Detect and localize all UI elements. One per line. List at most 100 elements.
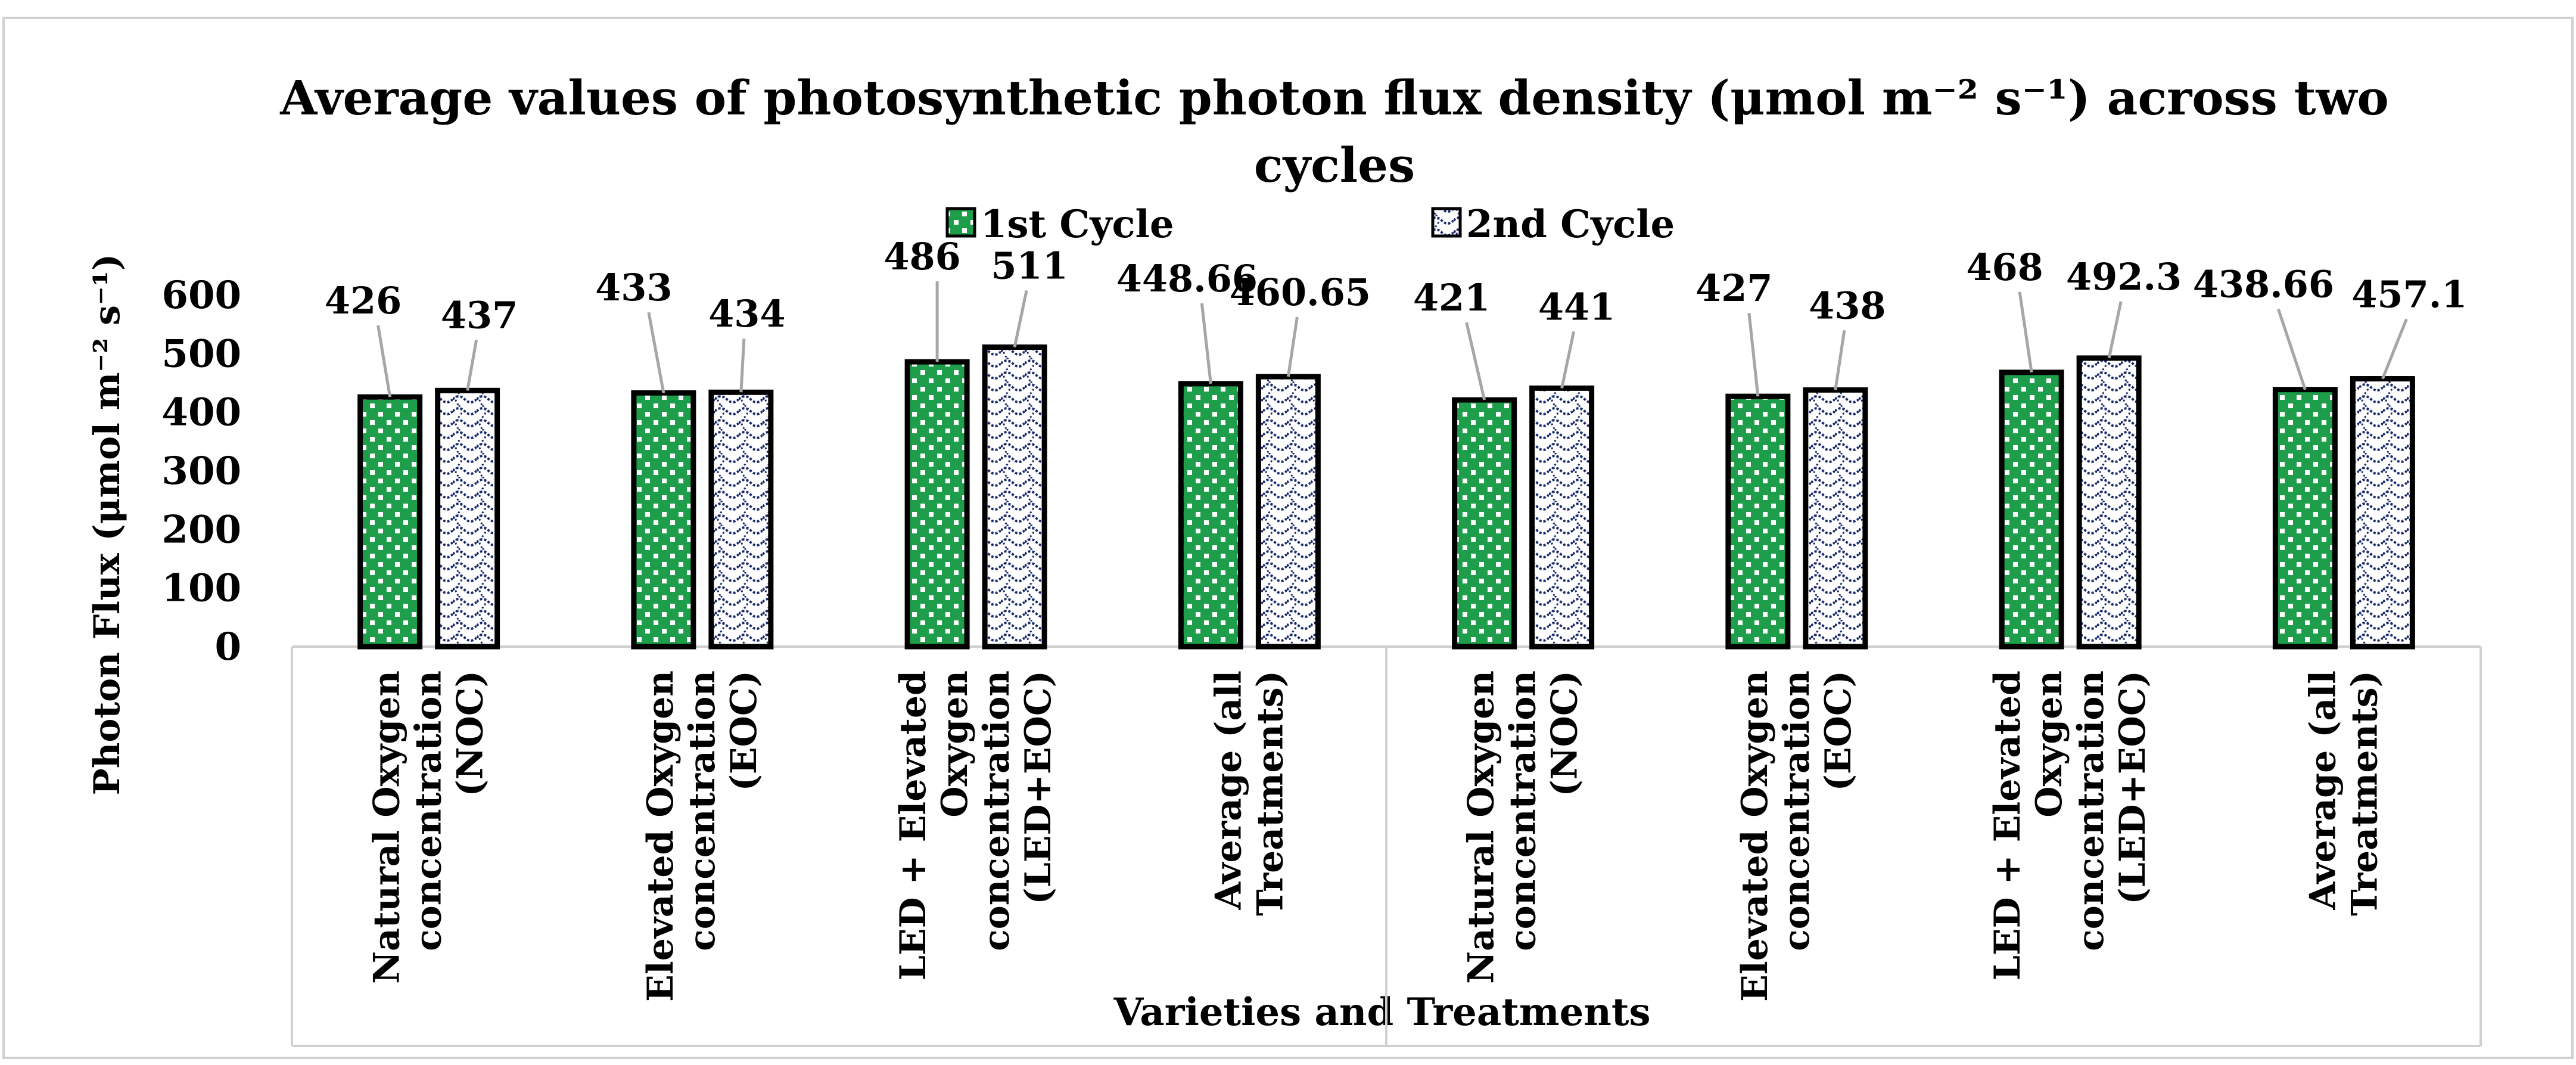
- x-axis-label: Varieties and Treatments: [1113, 990, 1651, 1035]
- data-label: 486: [883, 235, 960, 278]
- legend-label-2nd-cycle: 2nd Cycle: [1466, 202, 1675, 247]
- data-label: 438.66: [2193, 263, 2334, 306]
- category-label-line: LED + Elevated: [1987, 670, 2029, 980]
- y-tick-label: 400: [161, 390, 241, 435]
- category-label-line: Treatments): [1249, 670, 1291, 916]
- data-label: 457.1: [2351, 273, 2467, 316]
- bar-1st-cycle: [357, 394, 423, 650]
- chart-title-line-1: Average values of photosynthetic photon …: [279, 70, 2389, 126]
- category-label-line: (LED+EOC): [1018, 670, 1059, 905]
- bar-2nd-cycle: [1255, 374, 1321, 650]
- category-label-line: (EOC): [723, 670, 765, 791]
- leader-line: [1834, 330, 1846, 390]
- data-label: 448.66: [1116, 257, 1258, 300]
- data-label: 426: [325, 279, 402, 322]
- category-label-line: (EOC): [1818, 670, 1859, 791]
- data-label: 434: [708, 292, 785, 336]
- category-label-line: Elevated Oxygen: [640, 670, 682, 1002]
- bar-2nd-cycle: [2076, 355, 2142, 650]
- category-label-line: concentration: [1502, 670, 1544, 951]
- bar-1st-cycle: [1178, 381, 1243, 650]
- category-label-line: Oxygen: [2029, 670, 2070, 818]
- data-label: 492.3: [2066, 255, 2182, 299]
- legend-label-1st-cycle: 1st Cycle: [981, 202, 1174, 247]
- bar-2nd-cycle: [2350, 376, 2415, 650]
- category-label-line: Average (all: [1208, 670, 1249, 911]
- legend-swatch-2nd-cycle: [1431, 207, 1462, 238]
- chart-title-line-2: cycles: [1254, 137, 1415, 193]
- leader-line: [1200, 303, 1212, 384]
- category-label-line: concentration: [682, 670, 723, 951]
- bar-2nd-cycle: [708, 389, 774, 650]
- data-label: 427: [1695, 266, 1772, 310]
- leader-line: [1560, 331, 1576, 389]
- bar-1st-cycle: [1452, 397, 1517, 650]
- bar-2nd-cycle: [435, 387, 500, 650]
- category-label-line: concentration: [1776, 670, 1818, 951]
- bar-1st-cycle: [1999, 370, 2064, 650]
- y-axis-ticks: 0 100 200 300 400 500 600: [161, 273, 241, 669]
- legend: 1st Cycle 2nd Cycle: [945, 202, 1675, 247]
- category-label-line: (NOC): [1544, 670, 1586, 797]
- bar-2nd-cycle: [1529, 385, 1595, 650]
- category-label-line: Natural Oxygen: [1461, 670, 1502, 984]
- category-label: LED + Elevated Oxygen concentration (LED+EO…: [892, 670, 1059, 980]
- bar-1st-cycle: [2272, 387, 2338, 650]
- y-tick-label: 300: [161, 449, 241, 493]
- category-frame: [291, 647, 2482, 1047]
- data-label: 437: [441, 293, 518, 337]
- bar-1st-cycle: [904, 359, 970, 650]
- category-label-line: (NOC): [450, 670, 491, 797]
- y-tick-label: 0: [214, 625, 241, 669]
- leader-line: [466, 339, 478, 391]
- category-label: Average (all Treatments): [1208, 670, 1291, 916]
- y-tick-label: 500: [161, 331, 241, 376]
- legend-swatch-1st-cycle: [945, 207, 976, 238]
- category-label-line: LED + Elevated: [892, 670, 934, 980]
- leader-line: [2018, 291, 2033, 373]
- data-label: 438: [1809, 284, 1886, 327]
- leader-line: [1013, 290, 1028, 348]
- category-labels: Natural Oxygen concentration (NOC) Elevated…: [366, 670, 2386, 1002]
- category-label-line: Average (all: [2302, 670, 2344, 911]
- y-tick-label: 200: [161, 507, 241, 552]
- category-label-line: Elevated Oxygen: [1734, 670, 1776, 1002]
- category-label-line: concentration: [976, 670, 1018, 951]
- data-label: 468: [1966, 246, 2043, 289]
- leader-line: [377, 325, 392, 398]
- y-tick-label: 600: [161, 273, 241, 318]
- category-label-line: Natural Oxygen: [366, 670, 408, 984]
- data-label: 421: [1413, 276, 1490, 319]
- category-label: Natural Oxygen concentration (NOC): [366, 670, 491, 984]
- leader-line: [2277, 308, 2307, 390]
- category-label: Elevated Oxygen concentration (EOC): [1734, 670, 1859, 1002]
- leader-line: [739, 339, 746, 393]
- category-label-line: concentration: [408, 670, 450, 951]
- bars: [357, 344, 2415, 650]
- leader-line: [2381, 318, 2408, 380]
- bar-1st-cycle: [1725, 393, 1791, 650]
- leader-line: [647, 312, 665, 393]
- category-label: Average (all Treatments): [2302, 670, 2385, 916]
- category-label-line: Oxygen: [934, 670, 976, 818]
- y-tick-label: 100: [161, 566, 241, 611]
- label-leader-lines: [377, 281, 2408, 400]
- bar-2nd-cycle: [1803, 387, 1868, 650]
- category-label-line: (LED+EOC): [2112, 670, 2154, 905]
- leader-line: [1286, 316, 1299, 377]
- data-label: 460.65: [1230, 271, 1371, 314]
- bar-1st-cycle: [631, 390, 696, 650]
- leader-line: [1747, 312, 1760, 397]
- category-label: Elevated Oxygen concentration (EOC): [640, 670, 765, 1002]
- data-label: 433: [595, 266, 672, 309]
- category-label-line: concentration: [2070, 670, 2112, 951]
- category-label: Natural Oxygen concentration (NOC): [1461, 670, 1586, 984]
- bar-2nd-cycle: [982, 344, 1047, 650]
- data-label: 441: [1538, 285, 1615, 328]
- leader-line: [2107, 301, 2123, 359]
- leader-line: [1465, 322, 1486, 400]
- category-label-line: Treatments): [2344, 670, 2385, 916]
